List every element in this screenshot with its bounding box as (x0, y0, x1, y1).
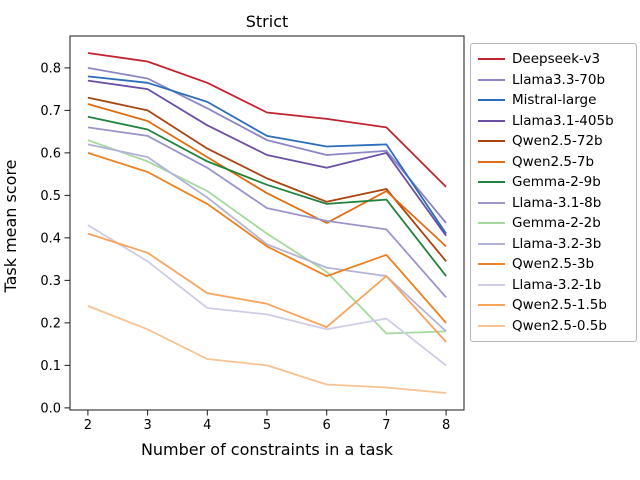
series-line-Llama3.1-405b (87, 79, 447, 237)
x-tick-label: 7 (382, 418, 390, 433)
legend-entry-Mistral-large: Mistral-large (478, 90, 632, 111)
legend-entry-Llama-3.2-1b: Llama-3.2-1b (478, 275, 632, 296)
series-line-Qwen2.5-3b (87, 152, 447, 324)
legend-line-swatch (478, 263, 505, 266)
y-tick-label: 0.8 (40, 61, 61, 76)
legend-line-swatch (478, 140, 505, 143)
legend-label: Llama-3.2-1b (512, 276, 602, 293)
legend-entry-Llama-3.2-3b: Llama-3.2-3b (478, 234, 632, 255)
x-axis-label: Number of constraints in a task (140, 440, 394, 459)
series-line-Mistral-large (87, 75, 447, 235)
y-tick-label: 0.5 (40, 189, 61, 204)
y-tick-label: 0.7 (40, 104, 61, 119)
legend-label: Qwen2.5-3b (512, 256, 595, 273)
legend-entry-Gemma-2-9b: Gemma-2-9b (478, 172, 632, 193)
legend-entry-Qwen2.5-7b: Qwen2.5-7b (478, 152, 632, 173)
legend-line-swatch (478, 78, 505, 81)
legend-line-swatch (478, 58, 505, 61)
legend-line-swatch (478, 201, 505, 204)
series-line-Deepseek-v3 (87, 52, 447, 188)
legend-entry-Deepseek-v3: Deepseek-v3 (478, 49, 632, 70)
y-tick-label: 0.6 (40, 146, 61, 161)
legend-line-swatch (478, 99, 505, 102)
legend-label: Qwen2.5-1.5b (512, 297, 607, 314)
series-line-Qwen2.5-7b (87, 103, 447, 248)
legend-entry-Qwen2.5-0.5b: Qwen2.5-0.5b (478, 316, 632, 337)
legend-label: Gemma-2-2b (512, 215, 601, 232)
legend-label: Mistral-large (512, 92, 597, 109)
y-tick-label: 0.0 (40, 401, 61, 416)
legend-label: Gemma-2-9b (512, 174, 601, 191)
x-tick-label: 5 (263, 418, 271, 433)
legend-entry-Qwen2.5-1.5b: Qwen2.5-1.5b (478, 295, 632, 316)
legend-label: Deepseek-v3 (512, 51, 601, 68)
legend-line-swatch (478, 222, 505, 225)
series-line-Gemma-2-2b (87, 139, 447, 335)
y-tick-label: 0.2 (40, 316, 61, 331)
series-line-Qwen2.5-1.5b (87, 232, 447, 343)
legend-entry-Llama3.3-70b: Llama3.3-70b (478, 70, 632, 91)
legend: Deepseek-v3 Llama3.3-70b Mistral-large Llam… (470, 43, 637, 342)
legend-entry-Qwen2.5-3b: Qwen2.5-3b (478, 254, 632, 275)
legend-entry-Llama-3.1-8b: Llama-3.1-8b (478, 193, 632, 214)
legend-label: Llama3.1-405b (512, 112, 614, 129)
legend-line-swatch (478, 283, 505, 286)
legend-line-swatch (478, 119, 505, 122)
y-axis-label: Task mean score (1, 159, 20, 293)
legend-entry-Gemma-2-2b: Gemma-2-2b (478, 213, 632, 234)
legend-entry-Llama3.1-405b: Llama3.1-405b (478, 111, 632, 132)
series-line-Gemma-2-9b (87, 115, 447, 277)
y-tick-label: 0.4 (40, 231, 61, 246)
legend-line-swatch (478, 324, 505, 327)
x-tick-label: 6 (323, 418, 331, 433)
legend-entry-Qwen2.5-72b: Qwen2.5-72b (478, 131, 632, 152)
legend-line-swatch (478, 181, 505, 184)
x-tick-label: 4 (203, 418, 211, 433)
legend-label: Llama-3.1-8b (512, 194, 602, 211)
legend-label: Qwen2.5-7b (512, 153, 595, 170)
series-line-Llama-3.2-1b (87, 224, 447, 367)
y-tick-label: 0.1 (40, 359, 61, 374)
chart-title: Strict (245, 12, 289, 31)
legend-label: Qwen2.5-0.5b (512, 317, 607, 334)
series-line-Llama3.3-70b (87, 67, 447, 224)
legend-line-swatch (478, 242, 505, 245)
legend-line-swatch (478, 160, 505, 163)
y-tick-label: 0.3 (40, 274, 61, 289)
series-line-Llama-3.1-8b (87, 126, 447, 298)
x-tick-label: 8 (442, 418, 450, 433)
x-tick-label: 3 (143, 418, 151, 433)
legend-label: Llama3.3-70b (512, 71, 606, 88)
legend-line-swatch (478, 304, 505, 307)
legend-label: Qwen2.5-72b (512, 133, 603, 150)
series-line-Qwen2.5-0.5b (87, 305, 447, 394)
series-line-Qwen2.5-72b (87, 96, 447, 262)
x-tick-label: 2 (84, 418, 92, 433)
legend-label: Llama-3.2-3b (512, 235, 602, 252)
